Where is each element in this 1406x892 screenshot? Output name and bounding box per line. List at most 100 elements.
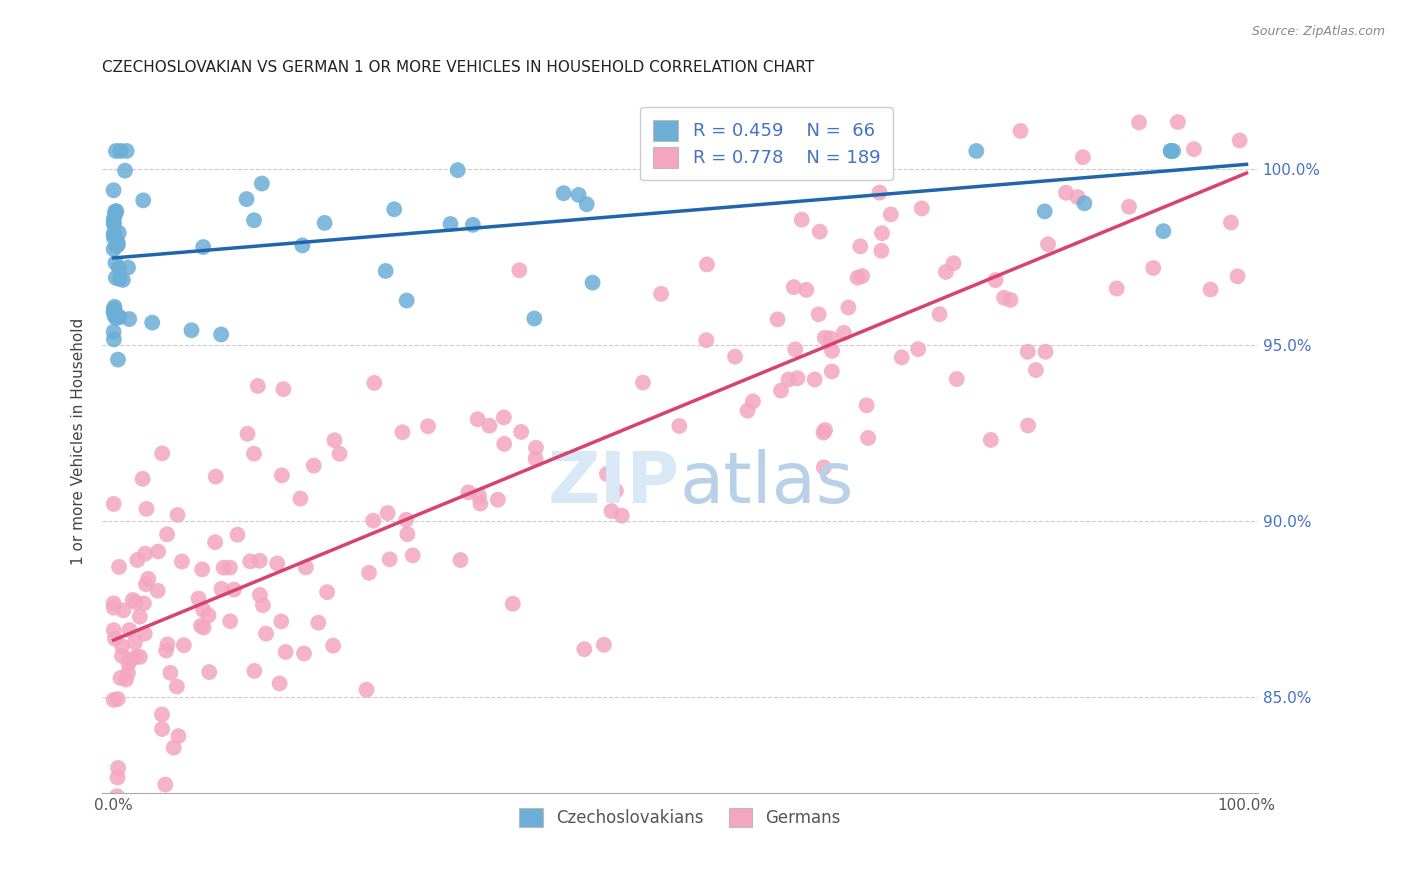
- Point: [252, 598, 274, 612]
- Point: [166, 508, 188, 522]
- Point: [610, 508, 633, 523]
- Point: [290, 491, 312, 506]
- Point: [724, 350, 747, 364]
- Point: [508, 263, 530, 277]
- Point: [1167, 115, 1189, 129]
- Point: [111, 639, 134, 653]
- Point: [107, 761, 129, 775]
- Point: [363, 376, 385, 390]
- Point: [155, 778, 177, 792]
- Point: [592, 638, 614, 652]
- Point: [832, 326, 855, 340]
- Point: [170, 555, 193, 569]
- Point: [124, 635, 146, 649]
- Y-axis label: 1 or more Vehicles in Household: 1 or more Vehicles in Household: [72, 318, 86, 566]
- Point: [108, 560, 131, 574]
- Point: [416, 419, 439, 434]
- Point: [103, 497, 125, 511]
- Point: [605, 483, 627, 498]
- Point: [756, 164, 779, 178]
- Point: [868, 186, 890, 200]
- Point: [808, 225, 831, 239]
- Point: [581, 276, 603, 290]
- Point: [478, 418, 501, 433]
- Point: [246, 379, 269, 393]
- Point: [650, 286, 672, 301]
- Point: [314, 216, 336, 230]
- Point: [813, 425, 835, 440]
- Point: [107, 309, 129, 323]
- Point: [846, 270, 869, 285]
- Point: [266, 557, 288, 571]
- Point: [198, 665, 221, 679]
- Point: [104, 632, 127, 646]
- Point: [295, 560, 318, 574]
- Point: [524, 451, 547, 466]
- Point: [870, 226, 893, 240]
- Point: [357, 566, 380, 580]
- Point: [236, 426, 259, 441]
- Point: [993, 291, 1015, 305]
- Point: [737, 403, 759, 417]
- Point: [1118, 200, 1140, 214]
- Point: [486, 492, 509, 507]
- Point: [104, 814, 127, 828]
- Point: [103, 600, 125, 615]
- Point: [935, 265, 957, 279]
- Point: [212, 560, 235, 574]
- Point: [378, 552, 401, 566]
- Point: [1226, 269, 1249, 284]
- Point: [1142, 260, 1164, 275]
- Point: [377, 506, 399, 520]
- Point: [117, 657, 139, 671]
- Point: [108, 310, 131, 324]
- Point: [103, 332, 125, 346]
- Point: [447, 163, 470, 178]
- Point: [103, 624, 125, 638]
- Point: [190, 619, 212, 633]
- Point: [575, 197, 598, 211]
- Point: [402, 549, 425, 563]
- Point: [1229, 133, 1251, 147]
- Point: [222, 582, 245, 597]
- Point: [105, 239, 128, 253]
- Point: [107, 226, 129, 240]
- Point: [494, 437, 516, 451]
- Point: [226, 528, 249, 542]
- Point: [105, 204, 128, 219]
- Point: [167, 729, 190, 743]
- Point: [104, 144, 127, 158]
- Point: [104, 204, 127, 219]
- Point: [108, 260, 131, 275]
- Point: [1033, 204, 1056, 219]
- Point: [250, 177, 273, 191]
- Point: [907, 342, 929, 356]
- Point: [1219, 215, 1241, 229]
- Point: [1054, 186, 1077, 200]
- Point: [803, 372, 825, 386]
- Point: [1161, 144, 1184, 158]
- Point: [117, 260, 139, 275]
- Point: [104, 270, 127, 285]
- Point: [786, 371, 808, 385]
- Point: [150, 722, 173, 736]
- Point: [523, 311, 546, 326]
- Point: [269, 676, 291, 690]
- Point: [239, 554, 262, 568]
- Point: [356, 682, 378, 697]
- Point: [796, 283, 818, 297]
- Point: [128, 609, 150, 624]
- Point: [104, 311, 127, 326]
- Point: [470, 496, 492, 510]
- Point: [103, 217, 125, 231]
- Point: [107, 692, 129, 706]
- Point: [837, 301, 859, 315]
- Point: [103, 230, 125, 244]
- Point: [880, 207, 903, 221]
- Point: [1071, 150, 1094, 164]
- Point: [292, 647, 315, 661]
- Point: [107, 238, 129, 252]
- Point: [329, 447, 352, 461]
- Point: [813, 460, 835, 475]
- Point: [150, 446, 173, 460]
